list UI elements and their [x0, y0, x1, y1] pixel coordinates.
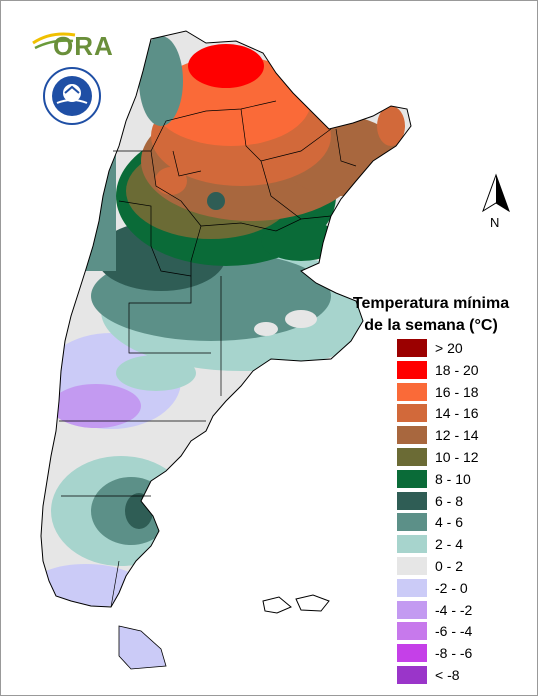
- legend-swatch: [397, 426, 427, 445]
- legend-swatch: [397, 469, 427, 488]
- legend-label: 10 - 12: [435, 449, 479, 465]
- province-borders: [59, 100, 357, 608]
- legend-swatch: [397, 382, 427, 401]
- malvinas-islands: [262, 594, 330, 614]
- legend-label: 2 - 4: [435, 536, 464, 553]
- ora-logo: ORA: [31, 29, 114, 63]
- ora-logo-text: ORA: [53, 31, 114, 61]
- legend-label: 8 - 10: [435, 470, 471, 487]
- legend-label: -6 - -4: [435, 623, 473, 640]
- legend-title-line1: Temperatura mínima: [352, 295, 510, 312]
- legend-swatch: [397, 491, 427, 510]
- north-label: N: [490, 215, 500, 230]
- legend-label: < -8: [435, 667, 460, 683]
- ora-logo-swoosh: [32, 32, 76, 50]
- legend-title-line2: de la semana (°C): [364, 317, 498, 334]
- legend-swatch: [397, 557, 427, 575]
- tierra-del-fuego: [118, 625, 167, 670]
- country-border: [40, 30, 412, 608]
- legend-label: 0 - 2: [435, 558, 464, 574]
- legend-label: 18 - 20: [435, 361, 479, 378]
- legend-swatch: [397, 360, 427, 379]
- legend-label: 6 - 8: [435, 492, 464, 509]
- north-arrow-icon: [482, 173, 510, 213]
- legend-label: 16 - 18: [435, 383, 479, 400]
- legend-swatch: [397, 578, 427, 597]
- legend-swatch: [397, 666, 427, 684]
- legend-swatch: [397, 535, 427, 554]
- legend-swatch: [397, 644, 427, 663]
- legend-label: -2 - 0: [435, 579, 468, 596]
- legend-label: 12 - 14: [435, 427, 479, 444]
- temperature-fields: [41, 31, 411, 607]
- legend-label: -8 - -6: [435, 645, 473, 662]
- legend-swatch: [397, 600, 427, 619]
- meteorological-seal-icon: [43, 67, 101, 125]
- legend-label: -4 - -2: [435, 601, 473, 618]
- legend-swatch: [397, 513, 427, 532]
- legend-swatch: [397, 404, 427, 423]
- legend-title: Temperatura mínima de la semana (°C): [331, 293, 531, 337]
- legend-label: > 20: [435, 340, 463, 356]
- legend-swatch: [397, 622, 427, 641]
- legend-label: 4 - 6: [435, 514, 464, 531]
- legend-swatch: [397, 339, 427, 357]
- legend-label: 14 - 16: [435, 405, 479, 422]
- legend-swatch: [397, 448, 427, 466]
